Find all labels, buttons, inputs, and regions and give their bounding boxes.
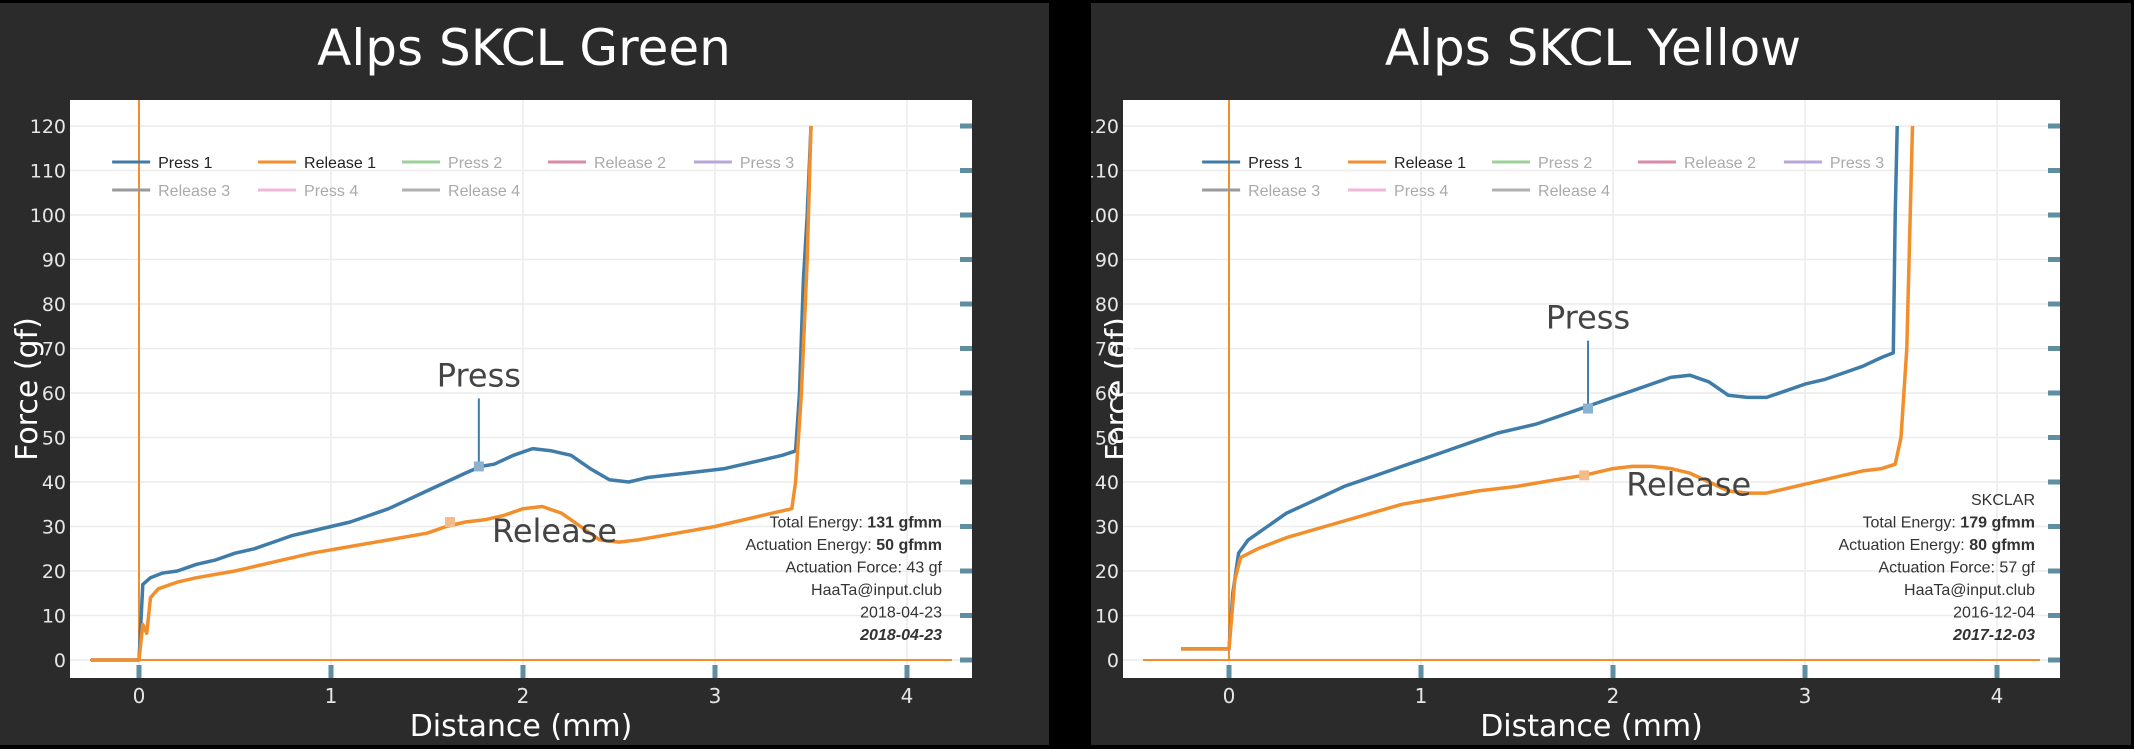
- y-tick-label: 50: [1095, 428, 1119, 450]
- y-tick-label: 30: [1095, 517, 1119, 539]
- chart-panel-yellow: Alps SKCL Yellow010203040506070809010011…: [1091, 3, 2131, 745]
- y-tick-label: 110: [1091, 161, 1119, 183]
- chart-title: Alps SKCL Yellow: [1385, 19, 1801, 77]
- x-tick-label: 2: [1607, 684, 1620, 708]
- legend-label: Release 4: [1538, 183, 1610, 200]
- info-line: Actuation Force: 57 gf: [1878, 560, 2035, 577]
- legend-label: Press 4: [304, 183, 358, 200]
- y-tick-label: 80: [1095, 294, 1119, 316]
- legend-label: Press 4: [1394, 183, 1448, 200]
- info-line: Actuation Force: 43 gf: [785, 560, 942, 577]
- y-tick-label: 40: [42, 472, 66, 494]
- y-tick-label: 120: [1091, 116, 1119, 138]
- y-tick-label: 10: [1095, 606, 1119, 628]
- info-line: Actuation Energy: 80 gfmm: [1838, 537, 2035, 554]
- y-tick-label: 100: [1091, 205, 1119, 227]
- y-tick-label: 110: [30, 161, 66, 183]
- x-tick-label: 1: [1415, 684, 1428, 708]
- release-annotation: Release: [492, 512, 617, 550]
- info-line: 2018-04-23: [859, 627, 942, 644]
- legend-label: Release 4: [448, 183, 520, 200]
- y-tick-label: 120: [30, 116, 66, 138]
- legend-label: Press 1: [158, 155, 212, 172]
- info-line: Actuation Energy: 50 gfmm: [745, 537, 942, 554]
- chart-panel-green: Alps SKCL Green 0 10 20 30 40 50 60 70 80 90 100 110…: [0, 3, 1049, 745]
- chart-yellow-svg: Alps SKCL Yellow010203040506070809010011…: [1091, 19, 2060, 744]
- legend-label: Release 2: [1684, 155, 1756, 172]
- x-tick-label: 4: [1991, 684, 2004, 708]
- x-axis-title: Distance (mm): [1480, 709, 1703, 744]
- y-tick-label: 40: [1095, 472, 1119, 494]
- y-tick-label: 50: [42, 428, 66, 450]
- legend-label: Press 3: [740, 155, 794, 172]
- release-marker: [1579, 470, 1590, 481]
- y-tick-label: 90: [1095, 250, 1119, 272]
- y-tick-label: 60: [42, 383, 66, 405]
- release-marker: [445, 517, 456, 528]
- press-annotation: Press: [437, 356, 521, 394]
- chart-green-svg: Alps SKCL Green0102030405060708090100110…: [10, 19, 972, 744]
- y-tick-label: 20: [42, 561, 66, 583]
- y-tick-label: 100: [30, 205, 66, 227]
- info-line: Total Energy: 179 gfmm: [1862, 515, 2035, 532]
- y-axis-title: Force (gf): [1100, 317, 1135, 461]
- info-line: 2017-12-03: [1952, 627, 2035, 644]
- press-annotation: Press: [1546, 299, 1630, 337]
- legend-label: Release 1: [304, 155, 376, 172]
- series-line-release: [91, 125, 813, 662]
- y-tick-label: 20: [1095, 561, 1119, 583]
- y-tick-label: 10: [42, 606, 66, 628]
- y-tick-label: 0: [54, 650, 66, 672]
- info-line: 2018-04-23: [860, 605, 942, 622]
- x-tick-label: 0: [1223, 684, 1236, 708]
- y-tick-label: 60: [1095, 383, 1119, 405]
- y-tick-label: 80: [42, 294, 66, 316]
- chart-title: Alps SKCL Green: [317, 19, 731, 77]
- legend-label: Release 1: [1394, 155, 1466, 172]
- legend-label: Press 2: [1538, 155, 1592, 172]
- x-tick-label: 0: [133, 684, 146, 708]
- legend-label: Release 2: [594, 155, 666, 172]
- info-line: SKCLAR: [1971, 492, 2035, 509]
- plot-area: [70, 100, 972, 678]
- legend-label: Press 3: [1830, 155, 1884, 172]
- legend-label: Press 1: [1248, 155, 1302, 172]
- y-tick-label: 90: [42, 250, 66, 272]
- x-tick-label: 1: [325, 684, 338, 708]
- y-axis-title: Force (gf): [10, 317, 45, 461]
- info-line: Total Energy: 131 gfmm: [769, 515, 942, 532]
- y-tick-label: 0: [1107, 650, 1119, 672]
- series-line-release: [1181, 125, 1915, 651]
- x-tick-label: 3: [1799, 684, 1812, 708]
- info-line: 2016-12-04: [1953, 605, 2035, 622]
- series-line-press: [1181, 125, 1899, 651]
- release-annotation: Release: [1626, 465, 1751, 503]
- info-line: HaaTa@input.club: [811, 582, 942, 599]
- legend-label: Press 2: [448, 155, 502, 172]
- info-line: HaaTa@input.club: [1904, 582, 2035, 599]
- press-marker: [1583, 403, 1594, 414]
- legend-label: Release 3: [1248, 183, 1320, 200]
- y-tick-label: 30: [42, 517, 66, 539]
- y-tick-label: 70: [42, 339, 66, 361]
- x-tick-label: 2: [517, 684, 530, 708]
- legend-label: Release 3: [158, 183, 230, 200]
- x-axis-title: Distance (mm): [410, 709, 633, 744]
- x-tick-label: 4: [901, 684, 914, 708]
- y-tick-label: 70: [1095, 339, 1119, 361]
- press-marker: [473, 461, 484, 472]
- x-tick-label: 3: [709, 684, 722, 708]
